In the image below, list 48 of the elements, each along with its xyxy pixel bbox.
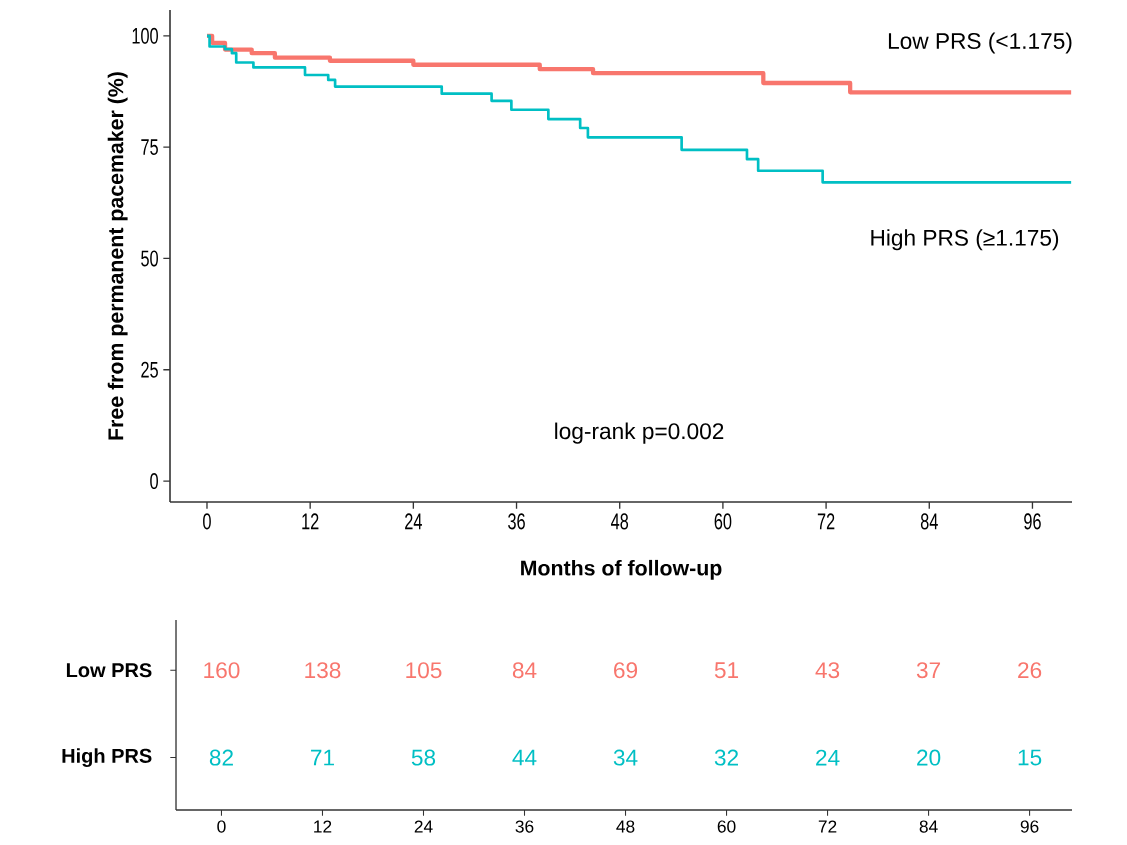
x-axis-title: Months of follow-up <box>521 559 722 580</box>
data-label: 51 <box>714 662 739 679</box>
y-tick-label: 100 <box>132 27 158 44</box>
series-label: Low PRS (<1.175) <box>888 32 1072 54</box>
y-axis-title: Free from permanent pacemaker (%) <box>107 72 128 440</box>
data-label: 58 <box>411 749 436 766</box>
y-tick-label: High PRS <box>62 748 152 767</box>
data-label: 32 <box>714 749 738 766</box>
data-label: 105 <box>406 662 442 679</box>
x-tick-label: 48 <box>611 513 629 530</box>
y-tick-label: Low PRS <box>66 663 152 678</box>
data-label: 20 <box>917 749 941 766</box>
x-tick-label: 60 <box>717 820 736 833</box>
x-tick-label: 72 <box>817 513 835 530</box>
y-tick-label: 75 <box>141 139 158 156</box>
data-label: 160 <box>204 662 240 679</box>
data-label: 37 <box>916 662 941 679</box>
data-label: 82 <box>209 749 233 766</box>
y-tick-label: 50 <box>141 250 158 267</box>
x-tick-label: 72 <box>818 820 837 833</box>
data-label: 69 <box>614 662 638 679</box>
x-tick-label: 96 <box>1024 513 1041 530</box>
x-tick-label: 48 <box>616 820 635 833</box>
text: High PRS (≥1.175) <box>871 229 1059 251</box>
data-label: 44 <box>512 749 537 766</box>
data-label: 34 <box>613 749 638 766</box>
x-tick-label: 12 <box>314 820 332 833</box>
data-label: 43 <box>815 662 840 679</box>
data-label: 15 <box>1018 749 1042 766</box>
y-tick-label: 0 <box>150 473 158 490</box>
x-tick-label: 84 <box>920 513 938 530</box>
x-tick-label: 0 <box>203 513 211 530</box>
data-label: 84 <box>512 662 537 679</box>
x-tick-label: 60 <box>714 513 732 530</box>
x-tick-label: 96 <box>1020 820 1039 833</box>
data-label: 138 <box>305 662 341 679</box>
x-tick-label: 12 <box>302 513 319 530</box>
x-tick-label: 36 <box>515 820 534 833</box>
x-tick-label: 84 <box>919 820 938 833</box>
data-label: 24 <box>816 749 840 766</box>
data-label: 71 <box>311 749 334 766</box>
y-tick-label: 25 <box>141 361 158 378</box>
x-tick-label: 24 <box>405 513 422 530</box>
x-tick-label: 0 <box>217 820 226 833</box>
data-label: 26 <box>1018 662 1042 679</box>
x-tick-label: 36 <box>508 513 525 530</box>
annotation: log-rank p=0.002 <box>555 422 724 444</box>
x-tick-label: 24 <box>414 820 433 833</box>
